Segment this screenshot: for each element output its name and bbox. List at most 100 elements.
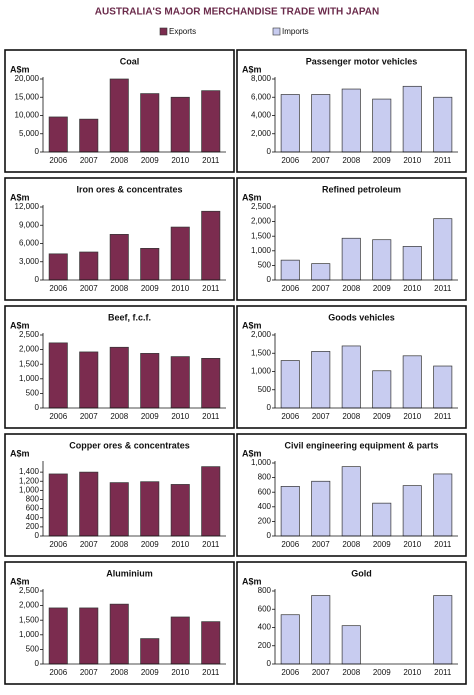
bar — [140, 248, 160, 281]
y-axis-label: A$m — [242, 192, 262, 202]
x-tick-label: 2009 — [373, 284, 391, 293]
y-tick-label: 2,000 — [251, 330, 272, 339]
bar — [372, 98, 392, 153]
y-tick-label: 800 — [26, 495, 40, 504]
y-tick-label: 400 — [258, 502, 272, 511]
y-tick-label: 6,000 — [19, 239, 40, 248]
panel-frame — [4, 49, 235, 173]
x-tick-label: 2008 — [342, 156, 360, 165]
panel-frame — [236, 433, 467, 557]
bar — [433, 96, 453, 153]
y-tick-label: 2,500 — [19, 330, 40, 339]
y-tick-label: 400 — [258, 623, 272, 632]
y-tick-label: 1,500 — [251, 348, 272, 357]
bar — [170, 616, 190, 665]
x-tick-label: 2006 — [49, 412, 67, 421]
x-tick-label: 2009 — [373, 412, 391, 421]
bar — [109, 482, 129, 537]
x-tick-label: 2006 — [281, 156, 299, 165]
bar — [140, 638, 160, 665]
panel-frame — [236, 49, 467, 173]
x-tick-label: 2009 — [141, 412, 159, 421]
chart-title: Iron ores & concentrates — [76, 184, 182, 194]
bar — [341, 466, 361, 537]
x-tick-label: 2009 — [141, 156, 159, 165]
y-tick-label: 500 — [26, 645, 40, 654]
x-tick-label: 2010 — [171, 412, 189, 421]
bar — [170, 356, 190, 409]
x-tick-label: 2008 — [342, 668, 360, 677]
bar — [341, 345, 361, 409]
x-tick-label: 2011 — [202, 284, 220, 293]
y-tick-label: 600 — [26, 504, 40, 513]
y-tick-label: 0 — [267, 147, 272, 156]
bar — [402, 485, 422, 537]
bar — [79, 471, 99, 537]
y-tick-label: 0 — [267, 275, 272, 284]
y-tick-label: 1,500 — [19, 615, 40, 624]
x-tick-label: 2009 — [141, 540, 159, 549]
x-tick-label: 2010 — [403, 156, 421, 165]
y-tick-label: 1,000 — [251, 458, 272, 467]
x-tick-label: 2009 — [141, 668, 159, 677]
bar — [170, 226, 190, 281]
y-tick-label: 200 — [258, 641, 272, 650]
x-tick-label: 2008 — [110, 540, 128, 549]
y-axis-label: A$m — [10, 576, 30, 586]
y-tick-label: 2,000 — [19, 601, 40, 610]
x-tick-label: 2007 — [312, 156, 330, 165]
x-tick-label: 2009 — [373, 668, 391, 677]
bar — [280, 614, 300, 665]
bar — [140, 353, 160, 409]
chart-title: Refined petroleum — [322, 184, 401, 194]
bar — [341, 237, 361, 281]
x-tick-label: 2007 — [80, 668, 98, 677]
y-tick-label: 0 — [35, 147, 40, 156]
x-tick-label: 2010 — [171, 284, 189, 293]
y-tick-label: 1,200 — [19, 476, 40, 485]
bar — [79, 251, 99, 281]
bar — [170, 484, 190, 537]
x-tick-label: 2011 — [202, 540, 220, 549]
x-tick-label: 2008 — [342, 412, 360, 421]
x-tick-label: 2011 — [434, 668, 452, 677]
y-tick-label: 10,000 — [15, 111, 40, 120]
bar — [79, 607, 99, 665]
legend-swatch — [159, 27, 168, 36]
bar — [48, 253, 68, 281]
x-tick-label: 2007 — [80, 412, 98, 421]
y-tick-label: 2,000 — [251, 217, 272, 226]
bar — [372, 502, 392, 537]
x-tick-label: 2011 — [434, 284, 452, 293]
bar — [311, 263, 331, 281]
bar — [280, 486, 300, 537]
y-tick-label: 500 — [258, 261, 272, 270]
panel-frame — [4, 433, 235, 557]
y-tick-label: 1,400 — [19, 467, 40, 476]
x-tick-label: 2006 — [49, 540, 67, 549]
y-tick-label: 0 — [267, 531, 272, 540]
bar — [311, 351, 331, 409]
chart-title: Copper ores & concentrates — [69, 440, 190, 450]
y-tick-label: 20,000 — [15, 74, 40, 83]
legend-label: Exports — [169, 27, 196, 36]
panel-frame — [236, 561, 467, 685]
bar — [48, 607, 68, 665]
bar — [372, 239, 392, 281]
x-tick-label: 2007 — [80, 156, 98, 165]
chart-title: Beef, f.c.f. — [108, 312, 151, 322]
y-tick-label: 8,000 — [251, 74, 272, 83]
bar — [311, 94, 331, 153]
bar — [79, 351, 99, 409]
bar — [280, 94, 300, 153]
bar — [48, 473, 68, 537]
bar — [201, 466, 221, 537]
x-tick-label: 2008 — [342, 284, 360, 293]
x-tick-label: 2011 — [434, 540, 452, 549]
y-tick-label: 200 — [258, 517, 272, 526]
y-axis-label: A$m — [10, 320, 30, 330]
x-tick-label: 2007 — [312, 540, 330, 549]
y-tick-label: 1,500 — [251, 231, 272, 240]
x-tick-label: 2006 — [49, 156, 67, 165]
chart-title: Passenger motor vehicles — [306, 56, 418, 66]
